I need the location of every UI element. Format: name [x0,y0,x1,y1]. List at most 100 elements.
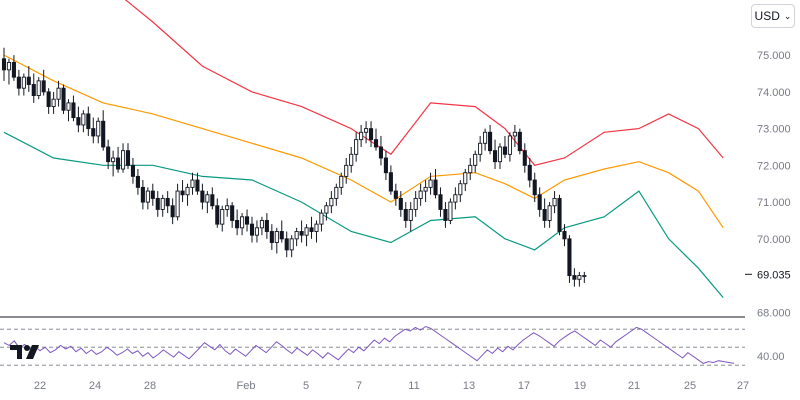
candle [448,198,453,225]
candle-body [140,186,145,203]
candle-body [502,146,508,155]
candle-body [373,139,379,148]
price-tick-label: 72.000 [757,160,791,172]
rsi-pane[interactable] [0,325,745,366]
time-tick-label: 5 [303,380,309,392]
candle [61,84,66,114]
chevron-down-icon: ⌄ [783,10,792,21]
candle [71,95,76,122]
candle [413,191,418,217]
candle [11,55,16,81]
candle-body [512,131,517,137]
candle-body [46,91,51,108]
candle [284,231,289,258]
candle [368,121,374,147]
candle-body [339,175,344,188]
candle [542,198,547,228]
candle-body [101,120,106,148]
candle-body [205,194,210,203]
candle [314,220,319,243]
candle-body [195,179,200,192]
time-tick-label: 19 [574,380,586,392]
candle-body [125,150,131,166]
candle-body [507,135,512,155]
candle [21,73,26,96]
candle-body [567,238,572,277]
upper-band-line [124,0,724,166]
candle-body [56,87,61,100]
candle [433,169,438,199]
rsi-tick-label: 40.00 [757,351,785,363]
candle [517,128,522,155]
candle-body [254,227,260,236]
candle [453,187,458,210]
candle [91,117,96,144]
candle-body [200,190,205,203]
candle-body [309,227,314,232]
candle [205,191,210,214]
candle-body [106,146,111,163]
currency-selector-button[interactable]: USD ⌄ [751,4,795,28]
candle [225,198,230,217]
candle-body [423,186,428,192]
candle-body [116,157,121,170]
candle-body [378,146,384,159]
candle-body [91,128,96,137]
candle [572,268,577,287]
candle-body [319,212,324,225]
candle [135,169,140,195]
candle-body [111,157,116,163]
candle [403,202,408,228]
candle [463,169,468,192]
tradingview-logo[interactable] [8,341,44,361]
candle-body [582,275,587,278]
candle-body [463,172,468,185]
candle-body [324,205,329,214]
candle [458,180,463,203]
candle-body [552,197,557,207]
candle-body [6,62,12,71]
middle-band-line [3,54,724,229]
candle-body [453,194,458,203]
candle-body [41,80,46,93]
candle-body [398,197,403,210]
candle-body [71,102,76,119]
candle [116,146,121,173]
candle [373,128,379,151]
candle [46,88,51,114]
candle-body [279,231,284,240]
candle [532,172,537,203]
price-tick-label: 70.000 [757,234,791,246]
candle [299,220,304,243]
candle-body [210,194,215,207]
candle [492,139,498,170]
candle [125,143,131,170]
candle [428,172,433,195]
candle-body [150,190,155,199]
candle [408,202,413,232]
candle [190,172,195,195]
candle-body [473,153,478,166]
candle-body [522,150,527,166]
candle [145,187,150,210]
candle [254,220,260,243]
time-tick-label: 22 [34,380,46,392]
time-tick-label: 13 [463,380,475,392]
candle-body [1,58,7,71]
candle [36,77,41,100]
candle [294,227,299,247]
candle-body [517,131,522,152]
candle [383,150,388,181]
candle [66,99,71,122]
candle [473,150,478,173]
candle-body [130,164,136,177]
candle-body [383,157,388,174]
candle-body [160,197,165,210]
price-pane[interactable] [1,0,724,298]
candle [349,146,354,173]
candle-body [230,205,235,221]
candle-body [547,205,552,221]
candle-body [349,153,354,166]
candle-body [458,183,463,196]
